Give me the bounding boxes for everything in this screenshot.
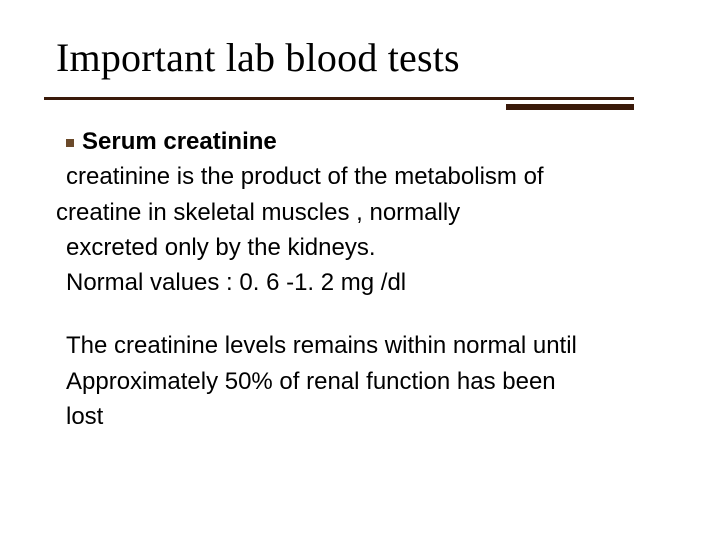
body-line-1: creatinine is the product of the metabol…	[56, 162, 672, 191]
slide-body: Serum creatinine creatinine is the produ…	[56, 127, 672, 431]
body-line-7: lost	[56, 402, 672, 431]
bullet-icon	[66, 139, 74, 147]
body-heading-text: Serum creatinine	[82, 128, 277, 155]
body-line-2: creatine in skeletal muscles , normally	[56, 198, 672, 227]
paragraph-spacer	[56, 303, 672, 331]
body-line-6: Approximately 50% of renal function has …	[56, 367, 672, 396]
slide: Important lab blood tests Serum creatini…	[0, 0, 720, 540]
title-rule-long	[44, 97, 634, 100]
title-rule-short	[506, 104, 634, 110]
slide-title: Important lab blood tests	[56, 34, 672, 81]
body-line-5: The creatinine levels remains within nor…	[56, 331, 672, 360]
body-line-4: Normal values : 0. 6 -1. 2 mg /dl	[56, 268, 672, 297]
body-heading: Serum creatinine	[56, 127, 672, 156]
title-rule	[56, 97, 672, 105]
body-line-3: excreted only by the kidneys.	[56, 233, 672, 262]
